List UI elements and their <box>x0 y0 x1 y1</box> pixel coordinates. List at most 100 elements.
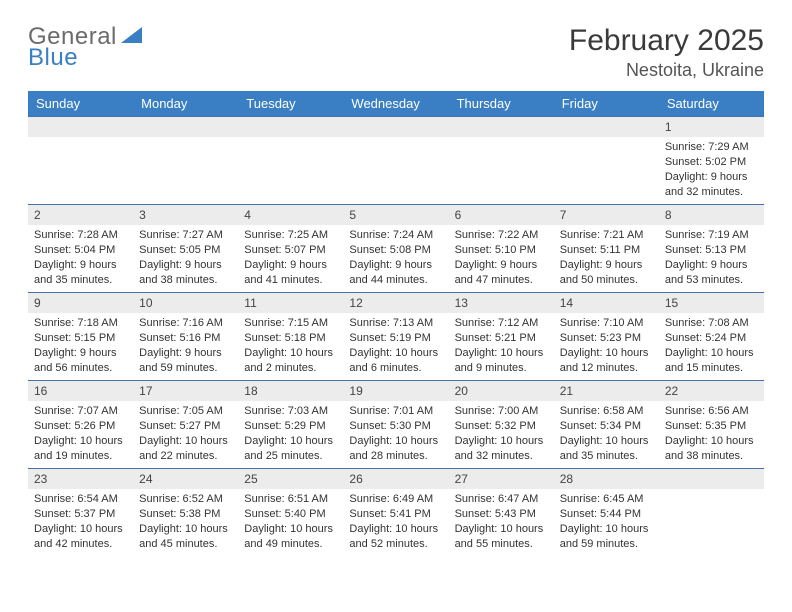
day-body: Sunrise: 7:07 AMSunset: 5:26 PMDaylight:… <box>28 401 133 467</box>
calendar-body: 1Sunrise: 7:29 AMSunset: 5:02 PMDaylight… <box>28 117 764 557</box>
day-number: 1 <box>659 117 764 137</box>
day-body <box>449 137 554 144</box>
day-cell: 27 Sunrise: 6:47 AMSunset: 5:43 PMDayligh… <box>449 469 554 557</box>
day-body <box>343 137 448 144</box>
day-body: Sunrise: 6:54 AMSunset: 5:37 PMDaylight:… <box>28 489 133 555</box>
day-body: Sunrise: 7:22 AMSunset: 5:10 PMDaylight:… <box>449 225 554 291</box>
day-body: Sunrise: 6:51 AMSunset: 5:40 PMDaylight:… <box>238 489 343 555</box>
day-cell: 13Sunrise: 7:12 AMSunset: 5:21 PMDayligh… <box>449 293 554 381</box>
day-number <box>343 117 448 137</box>
day-number: 20 <box>449 381 554 401</box>
daylight-text: Daylight: 10 hours and 6 minutes. <box>349 346 442 376</box>
week-row: 23Sunrise: 6:54 AMSunset: 5:37 PMDayligh… <box>28 469 764 557</box>
sunrise-text: Sunrise: 7:24 AM <box>349 228 442 243</box>
day-body: Sunrise: 7:25 AMSunset: 5:07 PMDaylight:… <box>238 225 343 291</box>
daylight-text: Daylight: 9 hours and 44 minutes. <box>349 258 442 288</box>
daylight-text: Daylight: 10 hours and 9 minutes. <box>455 346 548 376</box>
day-body: Sunrise: 7:03 AMSunset: 5:29 PMDaylight:… <box>238 401 343 467</box>
daylight-text: Daylight: 10 hours and 55 minutes. <box>455 522 548 552</box>
day-cell: 3Sunrise: 7:27 AMSunset: 5:05 PMDaylight… <box>133 205 238 293</box>
day-number: 18 <box>238 381 343 401</box>
sunrise-text: Sunrise: 7:21 AM <box>560 228 653 243</box>
sunset-text: Sunset: 5:41 PM <box>349 507 442 522</box>
sunrise-text: Sunrise: 7:05 AM <box>139 404 232 419</box>
daylight-text: Daylight: 10 hours and 28 minutes. <box>349 434 442 464</box>
day-number: 2 <box>28 205 133 225</box>
sunset-text: Sunset: 5:38 PM <box>139 507 232 522</box>
sunrise-text: Sunrise: 6:54 AM <box>34 492 127 507</box>
day-body: Sunrise: 7:13 AMSunset: 5:19 PMDaylight:… <box>343 313 448 379</box>
day-cell <box>554 117 659 205</box>
day-cell: 17Sunrise: 7:05 AMSunset: 5:27 PMDayligh… <box>133 381 238 469</box>
sunset-text: Sunset: 5:26 PM <box>34 419 127 434</box>
day-cell: 25Sunrise: 6:51 AMSunset: 5:40 PMDayligh… <box>238 469 343 557</box>
title-location: Nestoita, Ukraine <box>569 60 764 81</box>
day-body: Sunrise: 7:29 AMSunset: 5:02 PMDaylight:… <box>659 137 764 203</box>
day-cell: 28Sunrise: 6:45 AMSunset: 5:44 PMDayligh… <box>554 469 659 557</box>
daylight-text: Daylight: 10 hours and 42 minutes. <box>34 522 127 552</box>
sunrise-text: Sunrise: 6:58 AM <box>560 404 653 419</box>
calendar-table: Sunday Monday Tuesday Wednesday Thursday… <box>28 91 764 557</box>
day-number: 21 <box>554 381 659 401</box>
sunset-text: Sunset: 5:40 PM <box>244 507 337 522</box>
day-number: 5 <box>343 205 448 225</box>
title-block: February 2025 Nestoita, Ukraine <box>569 24 764 81</box>
sunset-text: Sunset: 5:29 PM <box>244 419 337 434</box>
week-row: 1Sunrise: 7:29 AMSunset: 5:02 PMDaylight… <box>28 117 764 205</box>
week-row: 9Sunrise: 7:18 AMSunset: 5:15 PMDaylight… <box>28 293 764 381</box>
sunrise-text: Sunrise: 7:28 AM <box>34 228 127 243</box>
dow-saturday: Saturday <box>659 91 764 117</box>
sunset-text: Sunset: 5:02 PM <box>665 155 758 170</box>
sunset-text: Sunset: 5:19 PM <box>349 331 442 346</box>
day-body: Sunrise: 7:15 AMSunset: 5:18 PMDaylight:… <box>238 313 343 379</box>
day-cell: 23Sunrise: 6:54 AMSunset: 5:37 PMDayligh… <box>28 469 133 557</box>
day-number: 24 <box>133 469 238 489</box>
daylight-text: Daylight: 10 hours and 19 minutes. <box>34 434 127 464</box>
day-number: 15 <box>659 293 764 313</box>
sail-icon <box>121 24 143 49</box>
daylight-text: Daylight: 9 hours and 59 minutes. <box>139 346 232 376</box>
daylight-text: Daylight: 10 hours and 35 minutes. <box>560 434 653 464</box>
sunset-text: Sunset: 5:43 PM <box>455 507 548 522</box>
day-cell: 6Sunrise: 7:22 AMSunset: 5:10 PMDaylight… <box>449 205 554 293</box>
day-number: 9 <box>28 293 133 313</box>
dow-wednesday: Wednesday <box>343 91 448 117</box>
sunrise-text: Sunrise: 7:27 AM <box>139 228 232 243</box>
day-body: Sunrise: 7:08 AMSunset: 5:24 PMDaylight:… <box>659 313 764 379</box>
day-body: Sunrise: 7:28 AMSunset: 5:04 PMDaylight:… <box>28 225 133 291</box>
day-number: 16 <box>28 381 133 401</box>
sunrise-text: Sunrise: 7:10 AM <box>560 316 653 331</box>
day-cell: 26Sunrise: 6:49 AMSunset: 5:41 PMDayligh… <box>343 469 448 557</box>
daylight-text: Daylight: 10 hours and 25 minutes. <box>244 434 337 464</box>
day-cell: 16Sunrise: 7:07 AMSunset: 5:26 PMDayligh… <box>28 381 133 469</box>
day-number <box>659 469 764 489</box>
day-body: Sunrise: 6:56 AMSunset: 5:35 PMDaylight:… <box>659 401 764 467</box>
dow-monday: Monday <box>133 91 238 117</box>
sunset-text: Sunset: 5:23 PM <box>560 331 653 346</box>
sunrise-text: Sunrise: 6:45 AM <box>560 492 653 507</box>
daylight-text: Daylight: 9 hours and 53 minutes. <box>665 258 758 288</box>
sunset-text: Sunset: 5:10 PM <box>455 243 548 258</box>
day-cell: 2Sunrise: 7:28 AMSunset: 5:04 PMDaylight… <box>28 205 133 293</box>
day-number <box>449 117 554 137</box>
sunset-text: Sunset: 5:32 PM <box>455 419 548 434</box>
daylight-text: Daylight: 10 hours and 49 minutes. <box>244 522 337 552</box>
sunset-text: Sunset: 5:30 PM <box>349 419 442 434</box>
day-number <box>554 117 659 137</box>
dow-friday: Friday <box>554 91 659 117</box>
day-number: 8 <box>659 205 764 225</box>
sunrise-text: Sunrise: 7:03 AM <box>244 404 337 419</box>
sunrise-text: Sunrise: 7:12 AM <box>455 316 548 331</box>
day-body: Sunrise: 6:49 AMSunset: 5:41 PMDaylight:… <box>343 489 448 555</box>
day-number <box>28 117 133 137</box>
sunrise-text: Sunrise: 7:00 AM <box>455 404 548 419</box>
sunrise-text: Sunrise: 6:47 AM <box>455 492 548 507</box>
day-cell: 12Sunrise: 7:13 AMSunset: 5:19 PMDayligh… <box>343 293 448 381</box>
daylight-text: Daylight: 10 hours and 59 minutes. <box>560 522 653 552</box>
daylight-text: Daylight: 10 hours and 22 minutes. <box>139 434 232 464</box>
sunrise-text: Sunrise: 7:29 AM <box>665 140 758 155</box>
daylight-text: Daylight: 9 hours and 35 minutes. <box>34 258 127 288</box>
day-number: 27 <box>449 469 554 489</box>
daylight-text: Daylight: 10 hours and 38 minutes. <box>665 434 758 464</box>
sunrise-text: Sunrise: 7:19 AM <box>665 228 758 243</box>
